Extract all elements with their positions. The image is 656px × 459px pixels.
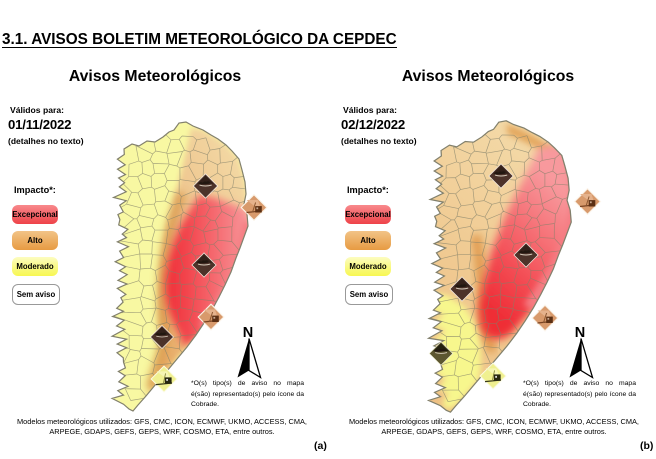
svg-text:N: N — [575, 325, 585, 341]
svg-text:N: N — [243, 325, 253, 341]
